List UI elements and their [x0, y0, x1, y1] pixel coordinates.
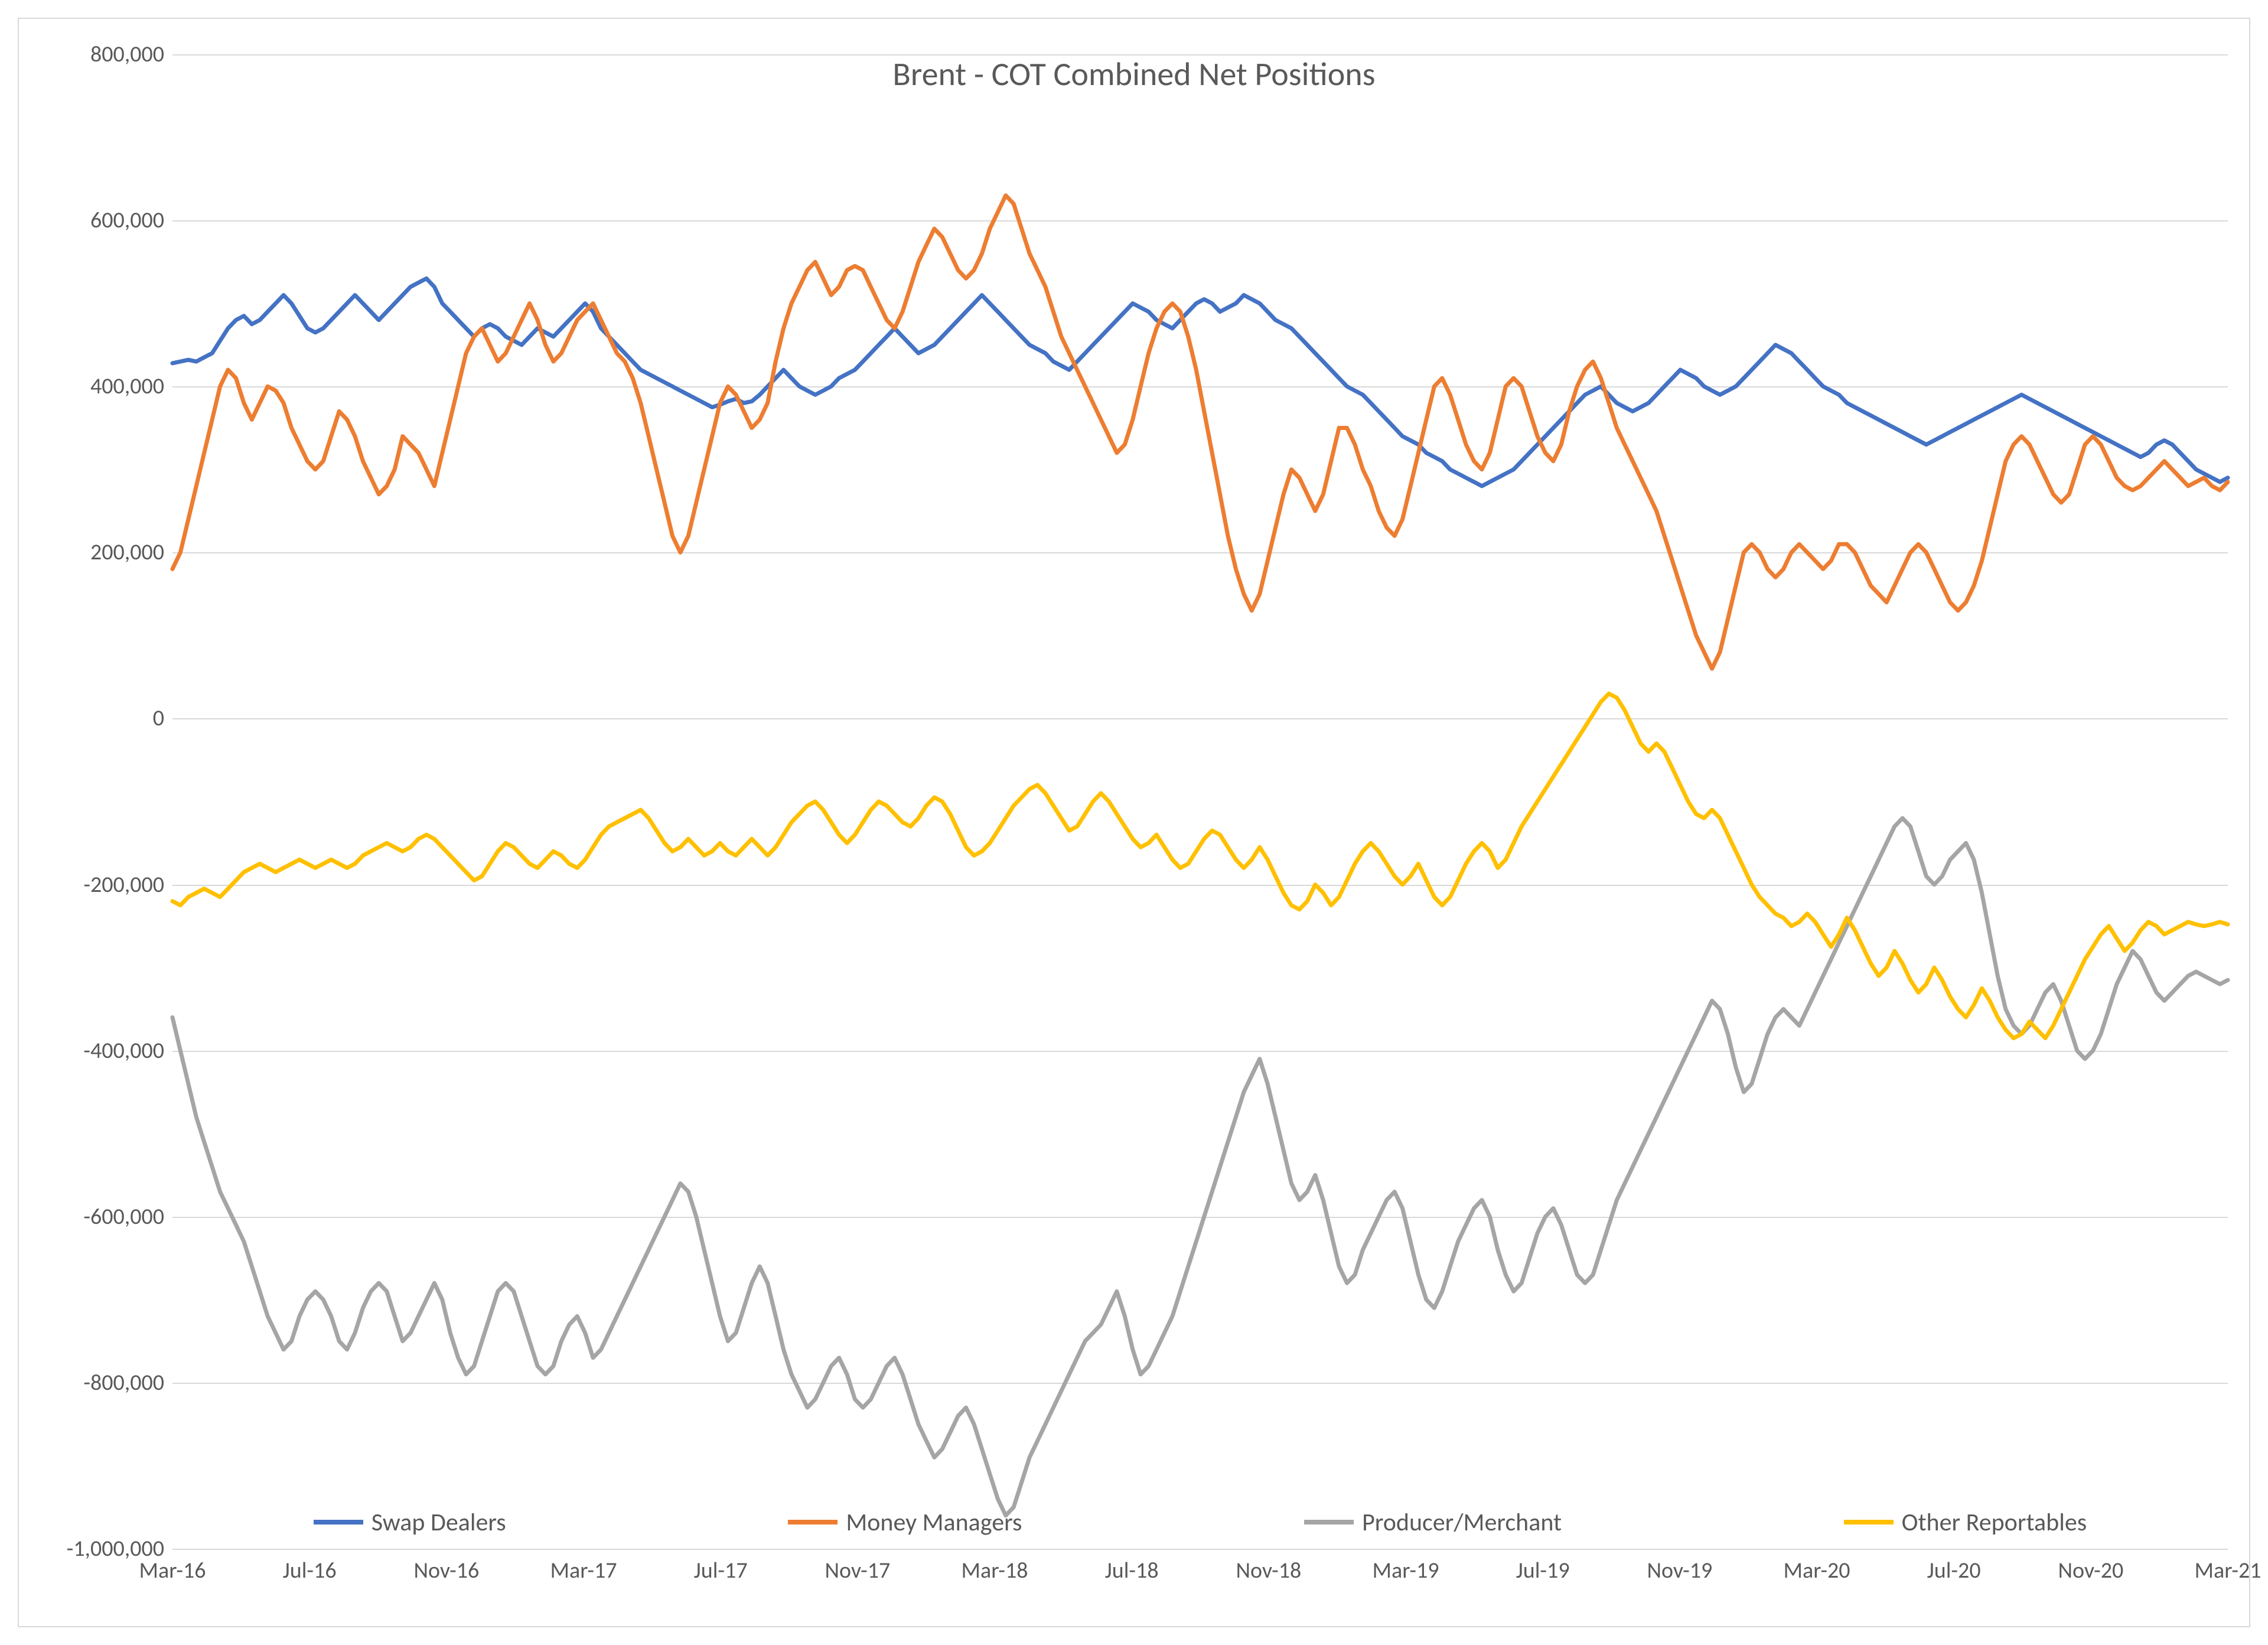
legend-item: Swap Dealers: [314, 1507, 506, 1537]
series-line-producer-merchant: [172, 818, 2228, 1516]
legend-swatch: [788, 1520, 838, 1525]
y-tick-label: 0: [46, 705, 164, 732]
x-tick-label: Mar-17: [550, 1557, 617, 1584]
x-tick-label: Nov-16: [413, 1557, 479, 1584]
x-tick-label: Jul-16: [283, 1557, 337, 1584]
legend-label: Producer/Merchant: [1362, 1507, 1562, 1537]
legend-label: Swap Dealers: [372, 1507, 506, 1537]
gridline: [172, 1549, 2228, 1550]
x-tick-label: Nov-20: [2058, 1557, 2123, 1584]
legend-item: Producer/Merchant: [1304, 1507, 1562, 1537]
line-series-svg: [172, 54, 2228, 1549]
plot-area: [172, 54, 2228, 1549]
legend: Swap Dealers Money Managers Producer/Merch…: [172, 1501, 2228, 1543]
x-tick-label: Nov-19: [1647, 1557, 1712, 1584]
legend-item: Other Reportables: [1844, 1507, 2087, 1537]
series-line-other-reportables: [172, 693, 2228, 1038]
series-line-money-managers: [172, 196, 2228, 669]
legend-swatch: [314, 1520, 363, 1525]
legend-label: Other Reportables: [1902, 1507, 2087, 1537]
legend-item: Money Managers: [788, 1507, 1022, 1537]
legend-swatch: [1844, 1520, 1894, 1525]
x-tick-label: Mar-20: [1784, 1557, 1850, 1584]
x-tick-label: Mar-16: [139, 1557, 206, 1584]
y-tick-label: 400,000: [46, 373, 164, 400]
x-tick-label: Nov-18: [1236, 1557, 1301, 1584]
y-tick-label: 200,000: [46, 539, 164, 566]
x-tick-label: Jul-19: [1516, 1557, 1570, 1584]
legend-label: Money Managers: [846, 1507, 1022, 1537]
x-tick-label: Jul-20: [1927, 1557, 1981, 1584]
y-tick-label: -200,000: [46, 871, 164, 898]
x-tick-label: Nov-17: [825, 1557, 890, 1584]
x-tick-label: Mar-19: [1373, 1557, 1439, 1584]
y-tick-label: 800,000: [46, 41, 164, 68]
x-tick-label: Jul-17: [694, 1557, 748, 1584]
chart-frame: Brent - COT Combined Net Positions 800,0…: [18, 18, 2250, 1627]
y-tick-label: 600,000: [46, 207, 164, 234]
y-tick-label: -800,000: [46, 1369, 164, 1396]
y-tick-label: -600,000: [46, 1203, 164, 1230]
x-tick-label: Mar-18: [962, 1557, 1028, 1584]
x-tick-label: Mar-21: [2195, 1557, 2262, 1584]
x-tick-label: Jul-18: [1105, 1557, 1159, 1584]
legend-swatch: [1304, 1520, 1354, 1525]
y-tick-label: -400,000: [46, 1037, 164, 1064]
